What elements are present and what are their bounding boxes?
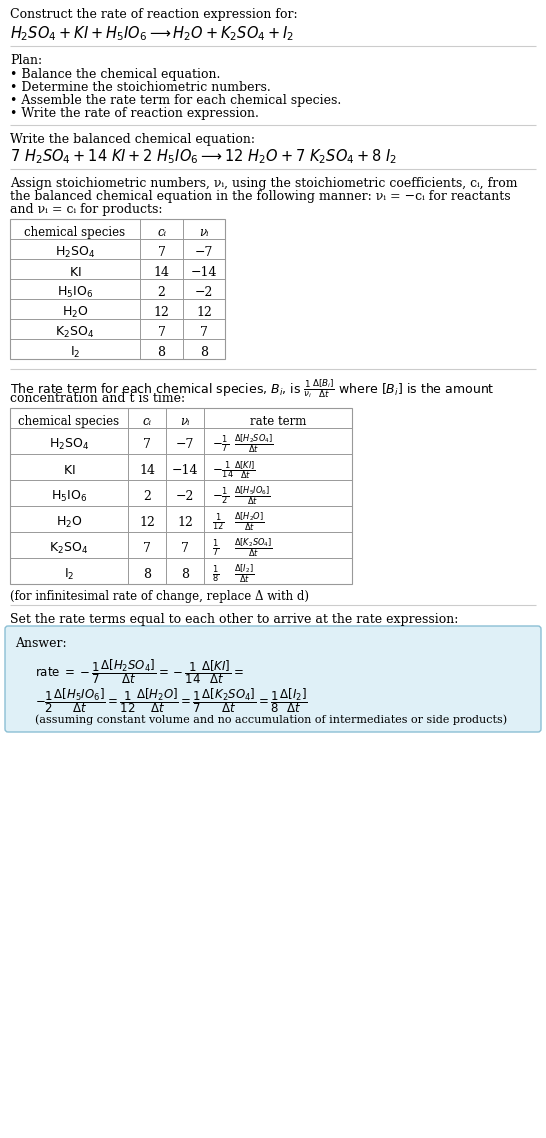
Text: Construct the rate of reaction expression for:: Construct the rate of reaction expressio… [10,8,298,20]
Text: $\frac{\Delta[I_2]}{\Delta t}$: $\frac{\Delta[I_2]}{\Delta t}$ [234,563,254,585]
Text: 2: 2 [143,489,151,503]
Text: (assuming constant volume and no accumulation of intermediates or side products): (assuming constant volume and no accumul… [35,714,507,725]
Text: $-\frac{1}{2}$: $-\frac{1}{2}$ [212,485,229,506]
Text: rate term: rate term [250,414,306,428]
Text: (for infinitesimal rate of change, replace Δ with d): (for infinitesimal rate of change, repla… [10,589,309,603]
Text: chemical species: chemical species [19,414,120,428]
Text: $\mathregular{KI}$: $\mathregular{KI}$ [63,463,75,477]
Text: $\frac{\Delta[K_2SO_4]}{\Delta t}$: $\frac{\Delta[K_2SO_4]}{\Delta t}$ [234,537,273,559]
Text: $-\frac{1}{7}$: $-\frac{1}{7}$ [212,434,229,455]
Text: $\frac{1}{12}$: $\frac{1}{12}$ [212,511,224,533]
Text: $\mathregular{H_2O}$: $\mathregular{H_2O}$ [56,514,82,529]
Text: −2: −2 [195,286,213,298]
Text: 8: 8 [157,346,165,358]
Text: the balanced chemical equation in the following manner: νᵢ = −cᵢ for reactants: the balanced chemical equation in the fo… [10,190,511,203]
Bar [10,218,225,358]
Text: Answer:: Answer: [15,637,67,650]
Text: −14: −14 [191,265,217,279]
Text: $\mathregular{K_2SO_4}$: $\mathregular{K_2SO_4}$ [50,541,88,555]
Text: −7: −7 [176,437,194,451]
Text: Write the balanced chemical equation:: Write the balanced chemical equation: [10,133,255,146]
Text: The rate term for each chemical species, $B_i$, is $\frac{1}{\nu_i}\frac{\Delta[: The rate term for each chemical species,… [10,377,495,399]
Text: 12: 12 [177,516,193,528]
Text: 2: 2 [158,286,165,298]
Text: $\mathregular{H_5IO_6}$: $\mathregular{H_5IO_6}$ [57,284,93,299]
Text: $\mathregular{H_2SO_4}$: $\mathregular{H_2SO_4}$ [55,245,95,259]
Text: concentration and t is time:: concentration and t is time: [10,391,185,405]
Text: νᵢ: νᵢ [180,414,190,428]
Text: • Write the rate of reaction expression.: • Write the rate of reaction expression. [10,107,259,119]
Text: 7: 7 [158,246,165,258]
Text: $\frac{\Delta[H_2O]}{\Delta t}$: $\frac{\Delta[H_2O]}{\Delta t}$ [234,511,265,534]
Text: chemical species: chemical species [25,225,126,239]
FancyBboxPatch shape [5,626,541,732]
Text: $-\dfrac{1}{2}\dfrac{\Delta[H_5IO_6]}{\Delta t}= \dfrac{1}{12}\dfrac{\Delta[H_2O: $-\dfrac{1}{2}\dfrac{\Delta[H_5IO_6]}{\D… [35,686,307,715]
Text: $-\frac{1}{14}$: $-\frac{1}{14}$ [212,459,234,481]
Text: • Balance the chemical equation.: • Balance the chemical equation. [10,68,221,81]
Text: 8: 8 [181,568,189,580]
Text: Set the rate terms equal to each other to arrive at the rate expression:: Set the rate terms equal to each other t… [10,613,459,626]
Text: $H_2SO_4 + KI + H_5IO_6 \longrightarrow H_2O + K_2SO_4 + I_2$: $H_2SO_4 + KI + H_5IO_6 \longrightarrow … [10,24,294,43]
Text: 12: 12 [196,305,212,319]
Text: νᵢ: νᵢ [199,225,209,239]
Text: 12: 12 [139,516,155,528]
Text: • Assemble the rate term for each chemical species.: • Assemble the rate term for each chemic… [10,94,341,107]
Text: $\mathregular{H_2SO_4}$: $\mathregular{H_2SO_4}$ [49,437,89,452]
Text: $\mathregular{H_5IO_6}$: $\mathregular{H_5IO_6}$ [51,488,87,503]
Text: $\frac{\Delta[KI]}{\Delta t}$: $\frac{\Delta[KI]}{\Delta t}$ [234,459,256,481]
Text: $\mathregular{I_2}$: $\mathregular{I_2}$ [70,345,80,360]
Bar [10,409,352,584]
Text: 7: 7 [181,542,189,554]
Text: cᵢ: cᵢ [157,225,166,239]
Text: 8: 8 [143,568,151,580]
Text: • Determine the stoichiometric numbers.: • Determine the stoichiometric numbers. [10,81,271,94]
Text: $\mathregular{K_2SO_4}$: $\mathregular{K_2SO_4}$ [56,324,94,339]
Text: −2: −2 [176,489,194,503]
Text: 12: 12 [153,305,169,319]
Text: −7: −7 [195,246,213,258]
Text: $7\ H_2SO_4 + 14\ KI + 2\ H_5IO_6 \longrightarrow 12\ H_2O + 7\ K_2SO_4 + 8\ I_2: $7\ H_2SO_4 + 14\ KI + 2\ H_5IO_6 \longr… [10,147,397,166]
Text: 7: 7 [143,542,151,554]
Text: $\mathregular{H_2O}$: $\mathregular{H_2O}$ [62,305,88,320]
Text: $\frac{1}{7}$: $\frac{1}{7}$ [212,537,219,559]
Text: 8: 8 [200,346,208,358]
Text: rate $= -\dfrac{1}{7}\dfrac{\Delta[H_2SO_4]}{\Delta t}= -\dfrac{1}{14}\dfrac{\De: rate $= -\dfrac{1}{7}\dfrac{\Delta[H_2SO… [35,657,244,686]
Text: $\frac{\Delta[H_5IO_6]}{\Delta t}$: $\frac{\Delta[H_5IO_6]}{\Delta t}$ [234,485,271,508]
Text: −14: −14 [172,463,198,477]
Text: 7: 7 [200,325,208,338]
Text: $\mathregular{KI}$: $\mathregular{KI}$ [69,265,81,279]
Text: 7: 7 [158,325,165,338]
Text: Plan:: Plan: [10,53,42,67]
Text: 14: 14 [139,463,155,477]
Text: cᵢ: cᵢ [143,414,151,428]
Text: 7: 7 [143,437,151,451]
Text: Assign stoichiometric numbers, νᵢ, using the stoichiometric coefficients, cᵢ, fr: Assign stoichiometric numbers, νᵢ, using… [10,178,518,190]
Text: $\frac{1}{8}$: $\frac{1}{8}$ [212,563,219,585]
Text: $\frac{\Delta[H_2SO_4]}{\Delta t}$: $\frac{\Delta[H_2SO_4]}{\Delta t}$ [234,432,274,455]
Text: 14: 14 [153,265,169,279]
Text: $\mathregular{I_2}$: $\mathregular{I_2}$ [64,567,74,582]
Text: and νᵢ = cᵢ for products:: and νᵢ = cᵢ for products: [10,203,163,216]
